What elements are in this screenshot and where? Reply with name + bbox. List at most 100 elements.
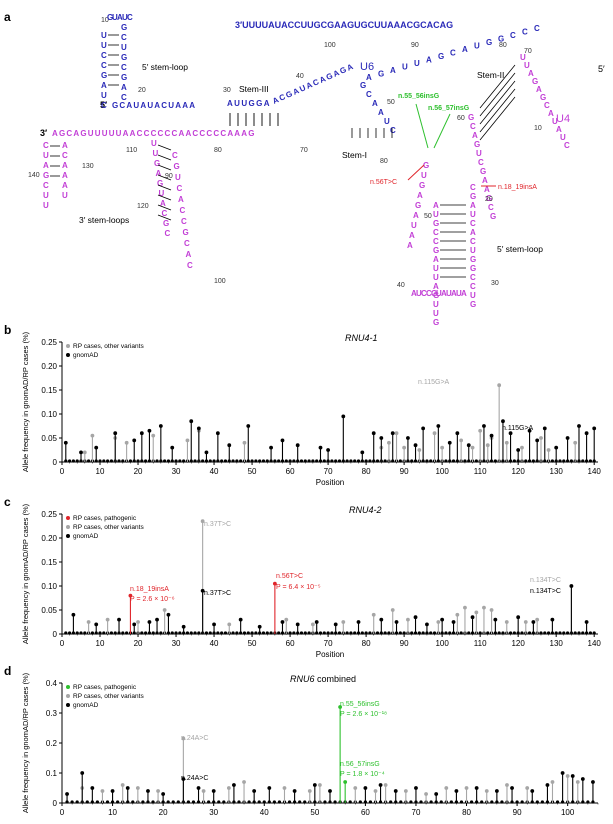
baseline-dot: [543, 631, 547, 635]
lollipop-head: [542, 426, 547, 431]
baseline-dot: [432, 631, 437, 635]
pos-u4-100: 100: [214, 278, 226, 285]
baseline-dot: [356, 459, 361, 463]
nucleotide: C: [450, 49, 456, 58]
lollipop-head: [434, 792, 439, 796]
y-tick-label: 0.25: [41, 338, 57, 347]
legend-swatch: [66, 525, 70, 529]
nucleotide: C: [101, 101, 107, 110]
lollipop-head: [393, 789, 398, 793]
baseline-dot: [410, 459, 414, 463]
nucleotide: G: [423, 161, 429, 170]
lollipop-head: [484, 789, 489, 793]
baseline-dot: [307, 631, 311, 635]
x-tick-label: 50: [310, 808, 319, 817]
lollipop-head: [284, 617, 289, 622]
baseline-dot: [550, 459, 554, 463]
nucleotide: U: [101, 31, 107, 40]
nucleotide: A: [470, 201, 476, 210]
u6-label: U6: [360, 61, 374, 73]
lollipop-head: [162, 608, 167, 612]
baseline-dot: [159, 631, 163, 635]
lollipop-head: [406, 436, 410, 440]
baseline-dot: [113, 631, 117, 635]
baseline-dot: [269, 631, 273, 635]
nucleotide: A: [378, 108, 384, 117]
baseline-dot: [186, 800, 191, 804]
u4-5prime-stem-loop-label: 5′ stem-loop: [497, 244, 543, 254]
pos-u4-110: 120: [137, 203, 149, 210]
lollipop-head: [185, 438, 190, 443]
lollipop-head: [211, 789, 216, 793]
lollipop-head: [353, 786, 358, 790]
baseline-dot: [176, 800, 180, 804]
nucleotide: U: [433, 300, 439, 309]
nucleotide: U: [433, 309, 439, 318]
baseline-dot: [508, 631, 513, 635]
lollipop-head: [440, 445, 445, 450]
lollipop-head: [497, 383, 502, 388]
lollipop-head: [79, 450, 83, 455]
baseline-dot: [299, 631, 304, 635]
baseline-dot: [375, 631, 380, 635]
baseline-dot: [500, 800, 504, 804]
lollipop-head: [474, 610, 479, 615]
x-axis-label: Position: [316, 478, 344, 487]
lollipop-head: [413, 615, 418, 620]
baseline-dot: [375, 459, 380, 463]
nucleotide: C: [366, 90, 372, 99]
series-rp-cases-other-variants: [80, 736, 580, 803]
baseline-dot: [368, 631, 372, 635]
lollipop-head: [257, 624, 262, 629]
baseline-dot: [182, 459, 186, 463]
nucleotide: C: [564, 141, 570, 150]
lollipop-head: [272, 581, 277, 586]
baseline-dot: [71, 459, 76, 463]
nucleotide: C: [421, 289, 427, 298]
pos-u6-90: 90: [411, 42, 419, 49]
legend-swatch: [66, 685, 70, 689]
x-tick-label: 60: [286, 639, 295, 648]
lollipop-head: [246, 424, 251, 428]
lollipop-head: [151, 433, 156, 438]
legend-label: RP cases, other variants: [73, 693, 144, 700]
baseline-dot: [298, 800, 302, 804]
annotation-label: P = 2.6 × 10⁻⁶: [130, 596, 175, 603]
baseline-dot: [171, 800, 175, 804]
pos-u4-140: 140: [28, 172, 40, 179]
u6-top-strand: 3′UUUUAUACCUUGCGAAGUGCUUAAACGCACAG: [235, 20, 453, 30]
x-tick-label: 140: [588, 467, 602, 476]
nucleotide: G: [486, 194, 492, 203]
annotation-label: n.115G>A: [502, 425, 534, 432]
lollipop-head: [117, 617, 121, 622]
lollipop-head: [328, 789, 332, 793]
baseline-dot: [231, 631, 235, 635]
nucleotide: G: [532, 77, 538, 86]
lollipop-head: [80, 771, 85, 775]
baseline-dot: [546, 631, 551, 635]
nucleotide: U: [384, 117, 390, 126]
nucleotide: A: [548, 109, 554, 118]
lollipop-head: [436, 620, 441, 624]
lollipop-head: [226, 786, 231, 790]
nucleotide: G: [433, 318, 439, 327]
baseline-dot: [486, 631, 490, 635]
y-tick-label: 0.20: [41, 362, 57, 371]
nucleotide: C: [470, 183, 476, 192]
lollipop-head: [425, 622, 429, 627]
pos-u6-60: 60: [457, 115, 465, 122]
lollipop-head: [403, 789, 408, 793]
baseline-dot: [512, 631, 516, 635]
nucleotide: C: [433, 228, 439, 237]
nucleotide: G: [470, 192, 476, 201]
variant-callouts: n.55_56insG n.56_57insG n.56T>C n.18_19i…: [370, 93, 537, 191]
pos-u6-20: 20: [138, 87, 146, 94]
lollipop-head: [516, 615, 521, 620]
y-tick-label: 0.05: [41, 434, 57, 443]
baseline-dot: [85, 800, 89, 804]
nucleotide: U: [159, 189, 165, 198]
baseline-dot: [151, 631, 155, 635]
nucleotide: G: [433, 291, 439, 300]
baseline-dot: [368, 800, 373, 804]
